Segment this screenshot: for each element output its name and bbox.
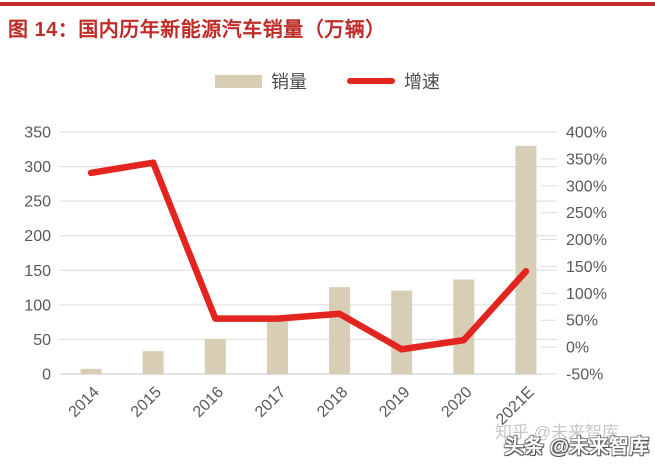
left-axis-tick: 250: [24, 194, 51, 211]
right-axis-tick: 400%: [566, 125, 607, 142]
bar-2021E: [515, 145, 537, 374]
legend-item-sales: 销量: [215, 68, 307, 94]
left-axis-tick: 100: [24, 297, 51, 314]
right-axis-tick: -50%: [566, 367, 603, 384]
watermark-front-text: 头条 @未来智库: [503, 436, 649, 458]
legend-label-growth: 增速: [404, 72, 440, 92]
right-axis-tick: 200%: [566, 232, 607, 249]
x-axis-label-2015: 2015: [128, 384, 165, 421]
bar-2016: [204, 338, 226, 374]
left-axis-tick: 350: [24, 125, 51, 142]
bar-2017: [266, 320, 288, 374]
bar-2018: [329, 287, 351, 374]
x-axis-label-2020: 2020: [438, 384, 475, 421]
bar-swatch-icon: [215, 74, 262, 88]
right-axis-tick: 350%: [566, 151, 607, 168]
x-axis-label-2018: 2018: [314, 384, 351, 421]
left-axis-tick: 150: [24, 263, 51, 280]
legend: 销量 增速: [0, 68, 655, 94]
title-accent-rule: [0, 2, 655, 6]
right-axis-tick: 0%: [566, 340, 589, 357]
bar-2015: [142, 351, 164, 374]
bar-2014: [80, 368, 102, 374]
right-axis-tick: 300%: [566, 178, 607, 195]
left-axis-tick: 300: [24, 159, 51, 176]
x-axis-label-2017: 2017: [252, 384, 289, 421]
watermark: 知乎 @未来智库 头条 @未来智库: [495, 423, 649, 459]
growth-line: [87, 159, 530, 353]
right-axis-tick: 50%: [566, 313, 598, 330]
line-swatch-icon: [347, 78, 395, 84]
right-axis-tick: 150%: [566, 259, 607, 276]
x-axis-label-2014: 2014: [66, 384, 103, 421]
right-axis-tick: 250%: [566, 205, 607, 222]
legend-item-growth: 增速: [347, 68, 440, 94]
watermark-back-text: 知乎 @未来智库: [495, 423, 619, 442]
x-axis-label-2016: 2016: [190, 384, 227, 421]
right-axis-tick: 100%: [566, 286, 607, 303]
left-axis-tick: 50: [33, 332, 51, 349]
chart-title: 图 14：国内历年新能源汽车销量（万辆）: [8, 19, 386, 41]
bar-2019: [391, 290, 413, 374]
bar-2020: [453, 279, 475, 374]
x-axis-label-2019: 2019: [376, 384, 413, 421]
left-axis-tick: 200: [24, 228, 51, 245]
left-axis-tick: 0: [42, 367, 51, 384]
legend-label-sales: 销量: [271, 72, 307, 92]
